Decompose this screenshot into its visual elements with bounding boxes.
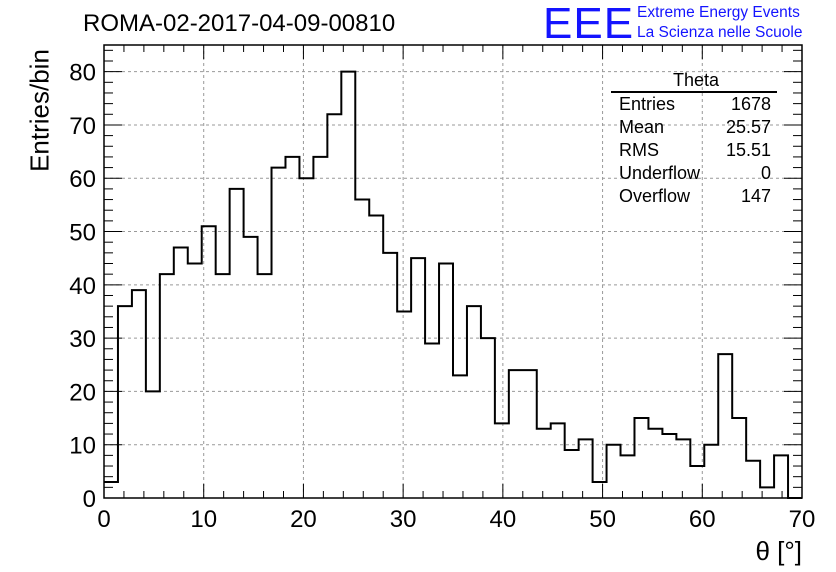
tick-labels: 0 10 20 30 40 50 60 70 0 10 20 30 40 50 60 70 80	[69, 60, 815, 533]
histogram-bin	[593, 482, 607, 498]
histogram-bin	[299, 178, 313, 498]
logo-line-1: Extreme Energy Events	[637, 4, 800, 21]
chart-title: ROMA-02-2017-04-09-00810	[83, 10, 396, 37]
y-tick-label: 70	[69, 113, 96, 140]
histogram-bin	[132, 290, 146, 498]
histogram-bin	[188, 264, 202, 498]
axis-ticks	[103, 45, 803, 499]
histogram-bin	[216, 274, 230, 498]
y-tick-label: 20	[69, 379, 96, 406]
histogram-bin	[313, 157, 327, 498]
histogram-bin	[453, 375, 467, 498]
histogram-bin	[746, 461, 760, 498]
histogram-bin	[537, 429, 551, 498]
logo-line-2: La Scienza nelle Scuole	[637, 24, 803, 41]
stats-label: Entries	[619, 94, 676, 114]
stats-label: Overflow	[619, 186, 691, 206]
y-tick-label: 0	[83, 486, 96, 513]
stats-label: Mean	[619, 117, 665, 137]
stats-title: Theta	[611, 70, 777, 93]
y-axis-label: Entries/bin	[24, 49, 55, 172]
histogram-bin	[718, 354, 732, 498]
histogram-bin	[202, 226, 216, 498]
histogram-bin	[272, 168, 286, 498]
stats-row: Mean 25.57	[611, 116, 777, 139]
histogram-bin	[648, 429, 662, 498]
stats-row: RMS 15.51	[611, 139, 777, 162]
histogram-bin	[425, 343, 439, 498]
stats-value: 147	[740, 186, 771, 206]
histogram-bin	[565, 450, 579, 498]
histogram-bin	[258, 274, 272, 498]
histogram-bin	[341, 72, 355, 498]
stats-label: RMS	[619, 140, 659, 160]
eee-logo: EEE	[543, 0, 635, 48]
logo-caption: Extreme Energy Events La Scienza nelle S…	[637, 3, 802, 43]
histogram-bin	[732, 418, 746, 498]
histogram-bin	[355, 200, 369, 498]
x-tick-label: 40	[490, 506, 517, 533]
x-tick-label: 10	[190, 506, 217, 533]
y-tick-label: 40	[69, 273, 96, 300]
x-tick-label: 70	[789, 506, 816, 533]
histogram-bin	[774, 455, 788, 498]
histogram-bin	[467, 306, 481, 498]
plot-frame	[103, 44, 803, 499]
y-tick-label: 80	[69, 60, 96, 87]
histogram-bin	[411, 258, 425, 498]
y-tick-label: 60	[69, 166, 96, 193]
histogram-bin	[509, 370, 523, 498]
histogram-bin	[704, 445, 718, 498]
histogram-bin	[118, 306, 132, 498]
y-tick-label: 30	[69, 326, 96, 353]
y-tick-label: 10	[69, 433, 96, 460]
stats-value: 0	[760, 163, 771, 183]
x-tick-label: 30	[390, 506, 417, 533]
x-tick-label: 60	[689, 506, 716, 533]
histogram-bin	[230, 189, 244, 498]
histogram-bin	[244, 237, 258, 498]
stats-label: Underflow	[619, 163, 701, 183]
y-tick-label: 50	[69, 220, 96, 247]
histogram-bin	[383, 253, 397, 498]
histogram-bin	[551, 423, 565, 498]
stats-row: Underflow 0	[611, 162, 777, 185]
histogram-bin	[369, 216, 383, 498]
histogram-series	[104, 70, 802, 499]
histogram-bin	[160, 274, 174, 498]
x-tick-label: 0	[97, 506, 110, 533]
x-axis-label: θ [°]	[755, 536, 802, 566]
x-tick-label: 20	[290, 506, 317, 533]
x-tick-label: 50	[589, 506, 616, 533]
stats-value: 1678	[730, 94, 771, 114]
histogram-bin	[439, 264, 453, 498]
histogram-bin	[523, 370, 537, 498]
histogram-bin	[662, 434, 676, 498]
histogram-bin	[327, 114, 341, 498]
histogram-bin	[607, 445, 621, 498]
stats-value: 25.57	[725, 117, 771, 137]
histogram-bin	[146, 391, 160, 498]
histogram-bin	[579, 439, 593, 498]
histogram-bin	[397, 311, 411, 498]
histogram-bin	[174, 248, 188, 498]
stats-row: Overflow 147	[611, 185, 777, 208]
histogram-bin	[676, 439, 690, 498]
histogram-bin	[104, 482, 118, 498]
stats-row: Entries 1678	[611, 93, 777, 116]
histogram-bin	[285, 157, 299, 498]
histogram-bin	[495, 423, 509, 498]
histogram-bin	[481, 338, 495, 498]
stats-box: Theta Entries 1678 Mean 25.57 RMS 15.51 Und…	[611, 70, 777, 208]
histogram-bin	[634, 418, 648, 498]
stats-value: 15.51	[725, 140, 771, 160]
